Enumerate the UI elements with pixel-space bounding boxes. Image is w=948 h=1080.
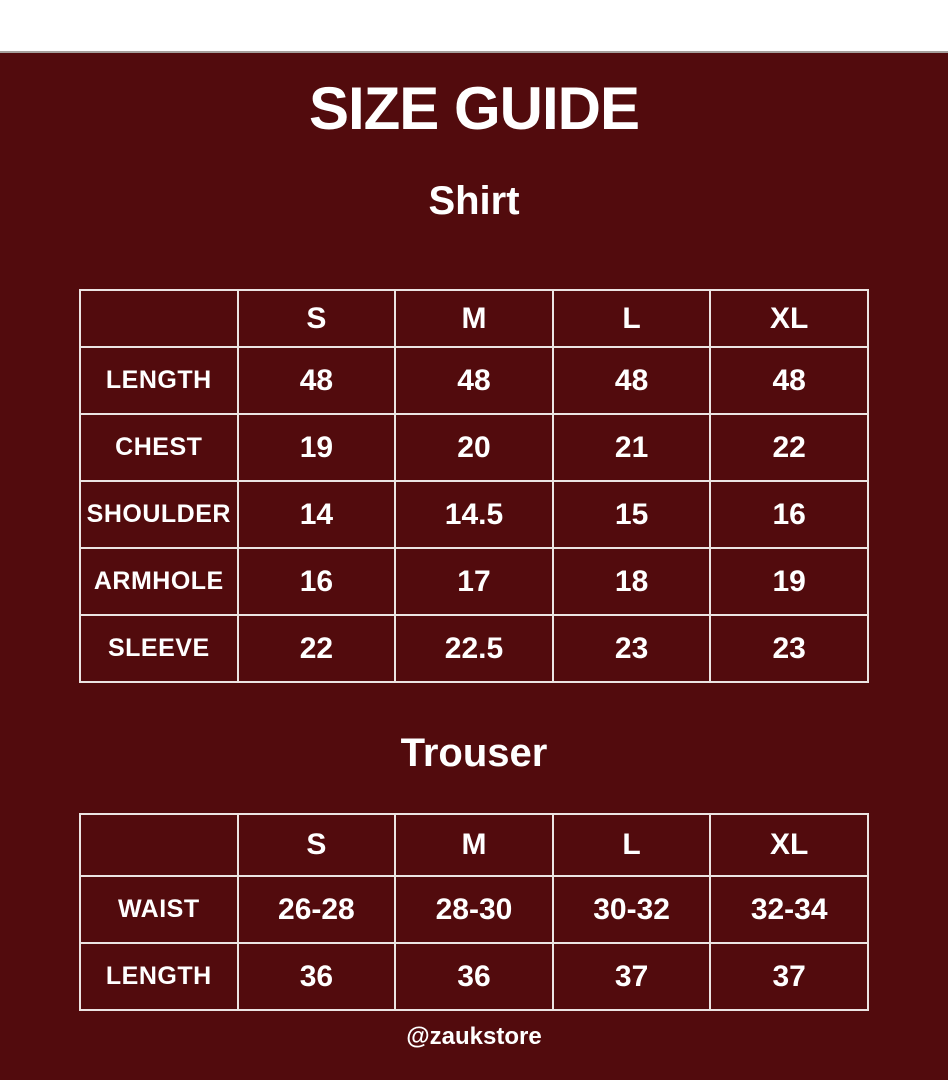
table-row: CHEST 19 20 21 22 (79, 413, 869, 482)
corner-cell (79, 813, 239, 877)
size-value: 23 (551, 614, 712, 683)
size-value: 23 (709, 614, 869, 683)
size-value: 28-30 (394, 875, 554, 944)
size-value: 22 (709, 413, 869, 482)
size-value: 48 (709, 346, 869, 415)
size-value: 19 (236, 413, 397, 482)
row-label: LENGTH (79, 346, 239, 415)
size-value: 19 (709, 547, 869, 616)
page-title: SIZE GUIDE (308, 75, 640, 142)
size-column-header-l: L (551, 289, 712, 348)
table-row: WAIST 26-28 28-30 30-32 32-34 (79, 875, 869, 944)
size-value: 16 (236, 547, 397, 616)
size-column-header-s: S (236, 289, 397, 348)
size-value: 36 (236, 942, 397, 1011)
size-value: 14.5 (394, 480, 554, 549)
table-row: ARMHOLE 16 17 18 19 (79, 547, 869, 616)
size-value: 37 (551, 942, 712, 1011)
size-guide-poster: SIZE GUIDE Shirt S M L XL LENGTH 48 48 4… (0, 0, 948, 1050)
row-label: CHEST (79, 413, 239, 482)
size-column-header-m: M (394, 289, 554, 348)
footer-handle: @zaukstore (406, 1023, 542, 1050)
size-value: 32-34 (709, 875, 869, 944)
row-label: SHOULDER (79, 480, 239, 549)
row-label: LENGTH (79, 942, 239, 1011)
table-row: SLEEVE 22 22.5 23 23 (79, 614, 869, 683)
size-value: 22.5 (394, 614, 554, 683)
size-value: 48 (551, 346, 712, 415)
table-header-row: S M L XL (79, 289, 869, 348)
size-value: 22 (236, 614, 397, 683)
size-column-header-xl: XL (709, 813, 869, 877)
size-column-header-l: L (551, 813, 712, 877)
row-label: ARMHOLE (79, 547, 239, 616)
row-label: SLEEVE (79, 614, 239, 683)
row-label: WAIST (79, 875, 239, 944)
table-row: SHOULDER 14 14.5 15 16 (79, 480, 869, 549)
table-header-row: S M L XL (79, 813, 869, 877)
size-value: 16 (709, 480, 869, 549)
size-value: 26-28 (236, 875, 397, 944)
size-column-header-m: M (394, 813, 554, 877)
section-heading-trouser: Trouser (400, 731, 548, 775)
corner-cell (79, 289, 239, 348)
top-bar (0, 0, 948, 53)
size-value: 14 (236, 480, 397, 549)
size-value: 30-32 (551, 875, 712, 944)
table-row: LENGTH 36 36 37 37 (79, 942, 869, 1011)
size-value: 37 (709, 942, 869, 1011)
size-value: 15 (551, 480, 712, 549)
size-value: 17 (394, 547, 554, 616)
size-value: 18 (551, 547, 712, 616)
size-value: 48 (236, 346, 397, 415)
trouser-size-table: S M L XL WAIST 26-28 28-30 30-32 32-34 L… (79, 813, 869, 1011)
shirt-size-table: S M L XL LENGTH 48 48 48 48 CHEST 19 20 … (79, 289, 869, 683)
size-value: 21 (551, 413, 712, 482)
size-column-header-s: S (236, 813, 397, 877)
size-column-header-xl: XL (709, 289, 869, 348)
table-row: LENGTH 48 48 48 48 (79, 346, 869, 415)
section-heading-shirt: Shirt (428, 179, 520, 223)
size-value: 20 (394, 413, 554, 482)
size-value: 48 (394, 346, 554, 415)
size-value: 36 (394, 942, 554, 1011)
